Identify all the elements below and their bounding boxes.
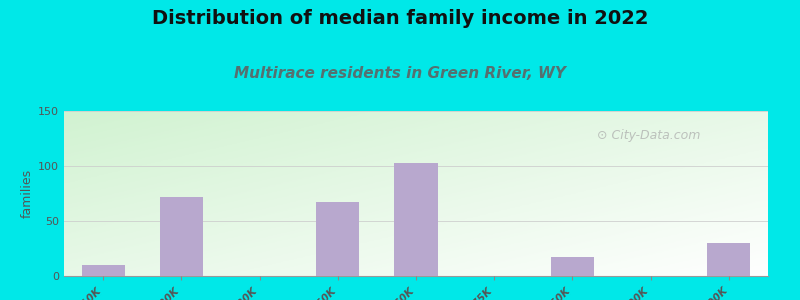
Bar bbox=[551, 257, 594, 276]
Text: ⊙ City-Data.com: ⊙ City-Data.com bbox=[597, 129, 700, 142]
Bar bbox=[160, 197, 203, 276]
Text: Multirace residents in Green River, WY: Multirace residents in Green River, WY bbox=[234, 66, 566, 81]
Text: Distribution of median family income in 2022: Distribution of median family income in … bbox=[152, 9, 648, 28]
Bar bbox=[707, 243, 750, 276]
Bar bbox=[316, 202, 359, 276]
Bar bbox=[394, 163, 438, 276]
Bar bbox=[82, 265, 125, 276]
Y-axis label: families: families bbox=[21, 169, 34, 218]
